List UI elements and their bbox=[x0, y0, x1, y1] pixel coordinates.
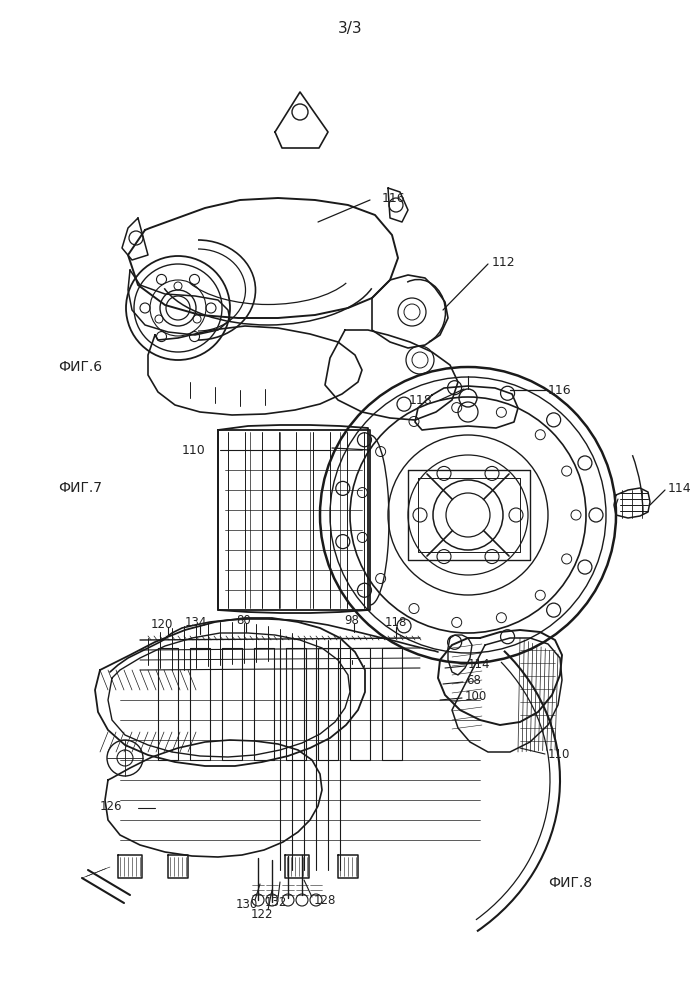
Text: ФИГ.6: ФИГ.6 bbox=[58, 360, 102, 374]
Text: 116: 116 bbox=[382, 193, 405, 206]
Text: 112: 112 bbox=[492, 257, 516, 270]
Text: 114: 114 bbox=[668, 482, 692, 495]
Text: 118: 118 bbox=[385, 616, 407, 629]
Text: 122: 122 bbox=[251, 908, 273, 921]
Text: 68: 68 bbox=[466, 674, 481, 687]
Text: 3/3: 3/3 bbox=[337, 21, 363, 36]
Text: 98: 98 bbox=[344, 613, 359, 626]
Text: 126: 126 bbox=[100, 799, 122, 812]
Text: 130: 130 bbox=[236, 897, 258, 910]
Text: ФИГ.8: ФИГ.8 bbox=[548, 876, 592, 890]
Text: 110: 110 bbox=[182, 444, 206, 457]
Text: ФИГ.7: ФИГ.7 bbox=[58, 481, 102, 495]
Text: 116: 116 bbox=[548, 384, 572, 397]
Text: 134: 134 bbox=[185, 615, 207, 628]
Text: 114: 114 bbox=[468, 658, 491, 671]
Text: 128: 128 bbox=[314, 894, 337, 907]
Text: 110: 110 bbox=[548, 748, 570, 761]
Text: 100: 100 bbox=[465, 690, 487, 703]
Text: 132: 132 bbox=[265, 895, 287, 908]
Text: 118: 118 bbox=[408, 394, 432, 407]
Text: 80: 80 bbox=[237, 613, 251, 626]
Text: 120: 120 bbox=[150, 617, 173, 630]
